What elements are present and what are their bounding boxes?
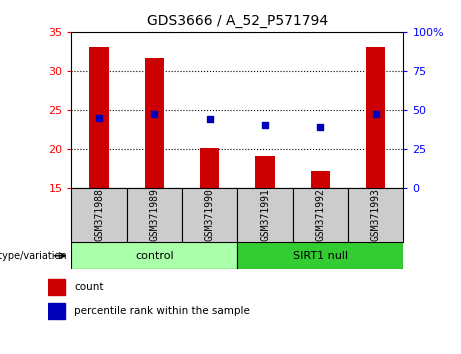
Text: GSM371992: GSM371992 xyxy=(315,189,325,241)
Point xyxy=(95,115,103,120)
Bar xyxy=(237,242,403,269)
Bar xyxy=(182,188,237,242)
Text: GSM371989: GSM371989 xyxy=(149,189,160,241)
Bar xyxy=(71,242,237,269)
Text: GSM371991: GSM371991 xyxy=(260,189,270,241)
Bar xyxy=(145,58,164,188)
Text: GSM371993: GSM371993 xyxy=(371,189,381,241)
Text: count: count xyxy=(74,282,104,292)
Bar xyxy=(311,171,330,188)
Point xyxy=(151,112,158,117)
Bar xyxy=(348,188,403,242)
Point xyxy=(372,112,379,117)
Bar xyxy=(237,188,293,242)
Point xyxy=(206,116,213,122)
Bar xyxy=(127,188,182,242)
Bar xyxy=(89,47,109,188)
Text: genotype/variation: genotype/variation xyxy=(0,251,67,261)
Text: SIRT1 null: SIRT1 null xyxy=(293,251,348,261)
Bar xyxy=(366,47,385,188)
Title: GDS3666 / A_52_P571794: GDS3666 / A_52_P571794 xyxy=(147,14,328,28)
Text: GSM371988: GSM371988 xyxy=(94,189,104,241)
Bar xyxy=(48,303,65,319)
Bar xyxy=(255,156,275,188)
Text: GSM371990: GSM371990 xyxy=(205,189,215,241)
Text: control: control xyxy=(135,251,174,261)
Bar xyxy=(293,188,348,242)
Bar xyxy=(200,148,219,188)
Bar xyxy=(71,188,127,242)
Text: percentile rank within the sample: percentile rank within the sample xyxy=(74,306,250,316)
Bar xyxy=(48,279,65,295)
Point xyxy=(317,124,324,130)
Point xyxy=(261,122,269,128)
